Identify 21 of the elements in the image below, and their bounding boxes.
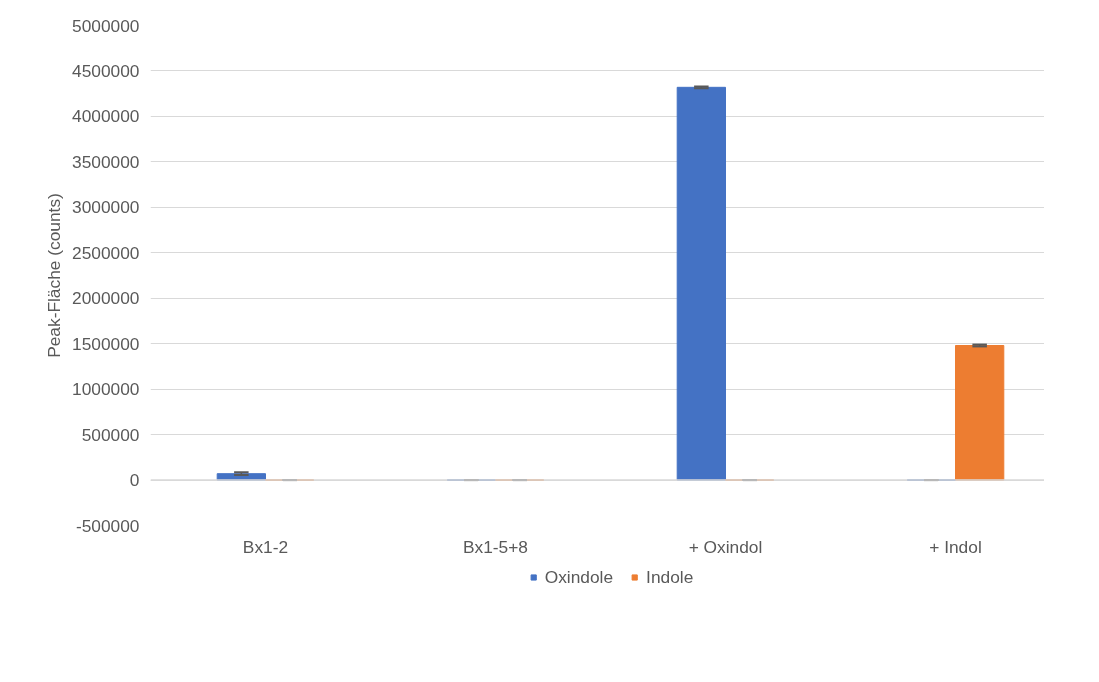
legend-label: Oxindole bbox=[544, 566, 614, 588]
legend-label: Indole bbox=[646, 566, 694, 588]
y-tick-label: 1000000 bbox=[72, 379, 140, 400]
y-tick-label: 2500000 bbox=[72, 242, 140, 263]
y-tick-label: 500000 bbox=[81, 424, 140, 445]
x-tick-label: Bx1-5+8 bbox=[462, 536, 529, 557]
y-tick-label: 5000000 bbox=[72, 15, 140, 36]
x-tick-label: + Oxindol bbox=[688, 536, 763, 557]
y-tick-label: 4000000 bbox=[72, 106, 140, 127]
y-tick-label: 3500000 bbox=[72, 151, 140, 172]
y-tick-label: 1500000 bbox=[72, 333, 140, 354]
y-tick-label: 0 bbox=[129, 470, 140, 491]
y-tick-label: -500000 bbox=[75, 515, 140, 536]
x-tick-label: + Indol bbox=[929, 536, 982, 557]
y-tick-label: 3000000 bbox=[72, 197, 140, 218]
x-tick-label: Bx1-2 bbox=[242, 536, 289, 557]
y-tick-label: 2000000 bbox=[72, 288, 140, 309]
bar bbox=[955, 345, 1005, 481]
y-tick-label: 4500000 bbox=[72, 60, 140, 81]
y-axis-title: Peak-Fläche (counts) bbox=[44, 193, 65, 358]
bar bbox=[676, 86, 726, 481]
